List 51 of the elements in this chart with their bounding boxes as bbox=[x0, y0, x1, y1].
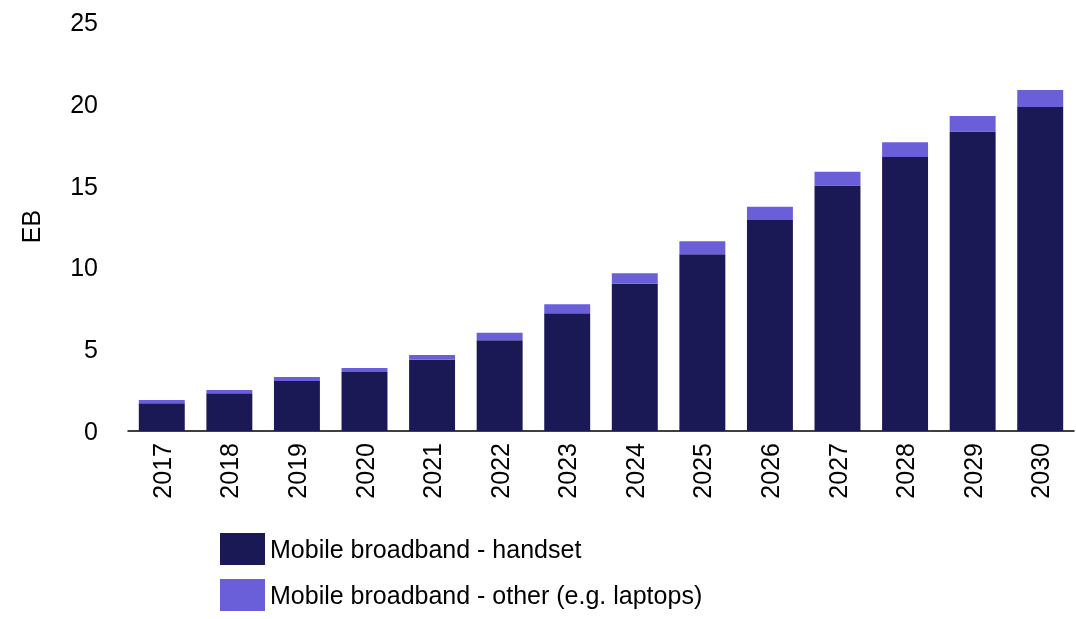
y-tick-label: 25 bbox=[70, 8, 98, 36]
bar bbox=[949, 131, 996, 431]
bar bbox=[341, 368, 388, 373]
bar bbox=[1017, 107, 1064, 431]
legend-label: Mobile broadband - handset bbox=[270, 535, 582, 563]
legend-label: Mobile broadband - other (e.g. laptops) bbox=[270, 581, 703, 609]
bar bbox=[341, 372, 388, 431]
bar bbox=[206, 390, 253, 394]
bar bbox=[882, 142, 929, 157]
bar bbox=[814, 171, 861, 186]
x-tick-label: 2017 bbox=[147, 443, 176, 499]
x-tick-label: 2019 bbox=[282, 443, 311, 499]
bar bbox=[679, 254, 726, 431]
y-tick-label: 5 bbox=[84, 335, 98, 364]
x-tick-label: 2028 bbox=[891, 443, 920, 499]
bar bbox=[138, 403, 185, 431]
bar bbox=[882, 156, 929, 431]
x-tick-label: 2027 bbox=[823, 443, 852, 499]
bar bbox=[476, 340, 523, 431]
y-tick-label: 20 bbox=[70, 89, 98, 118]
x-tick-label: 2022 bbox=[485, 443, 514, 499]
bar bbox=[273, 377, 320, 382]
bar bbox=[949, 116, 996, 132]
x-tick-label: 2030 bbox=[1026, 443, 1055, 499]
y-axis-title: EB bbox=[16, 209, 45, 244]
bar bbox=[814, 185, 861, 431]
y-tick-label: 0 bbox=[84, 417, 98, 445]
x-tick-label: 2029 bbox=[958, 443, 987, 499]
bar bbox=[138, 399, 185, 404]
bar bbox=[679, 241, 726, 255]
x-tick-label: 2026 bbox=[755, 443, 784, 499]
y-tick-label: 10 bbox=[70, 253, 98, 282]
bar bbox=[746, 206, 793, 220]
bar bbox=[611, 283, 658, 431]
x-tick-label: 2025 bbox=[688, 443, 717, 499]
y-tick-label: 15 bbox=[70, 171, 98, 200]
bar bbox=[206, 393, 253, 431]
bar bbox=[746, 219, 793, 431]
x-tick-label: 2020 bbox=[350, 443, 379, 499]
x-tick-label: 2024 bbox=[620, 442, 649, 499]
bar bbox=[409, 359, 456, 431]
bar bbox=[544, 313, 591, 431]
x-tick-label: 2018 bbox=[215, 443, 244, 499]
x-tick-label: 2021 bbox=[418, 443, 447, 499]
bar bbox=[1017, 89, 1064, 108]
bar bbox=[611, 273, 658, 284]
x-tick-label: 2023 bbox=[553, 443, 582, 499]
bar bbox=[273, 381, 320, 431]
bar bbox=[544, 304, 591, 314]
bar bbox=[409, 354, 456, 360]
bar bbox=[476, 332, 523, 341]
